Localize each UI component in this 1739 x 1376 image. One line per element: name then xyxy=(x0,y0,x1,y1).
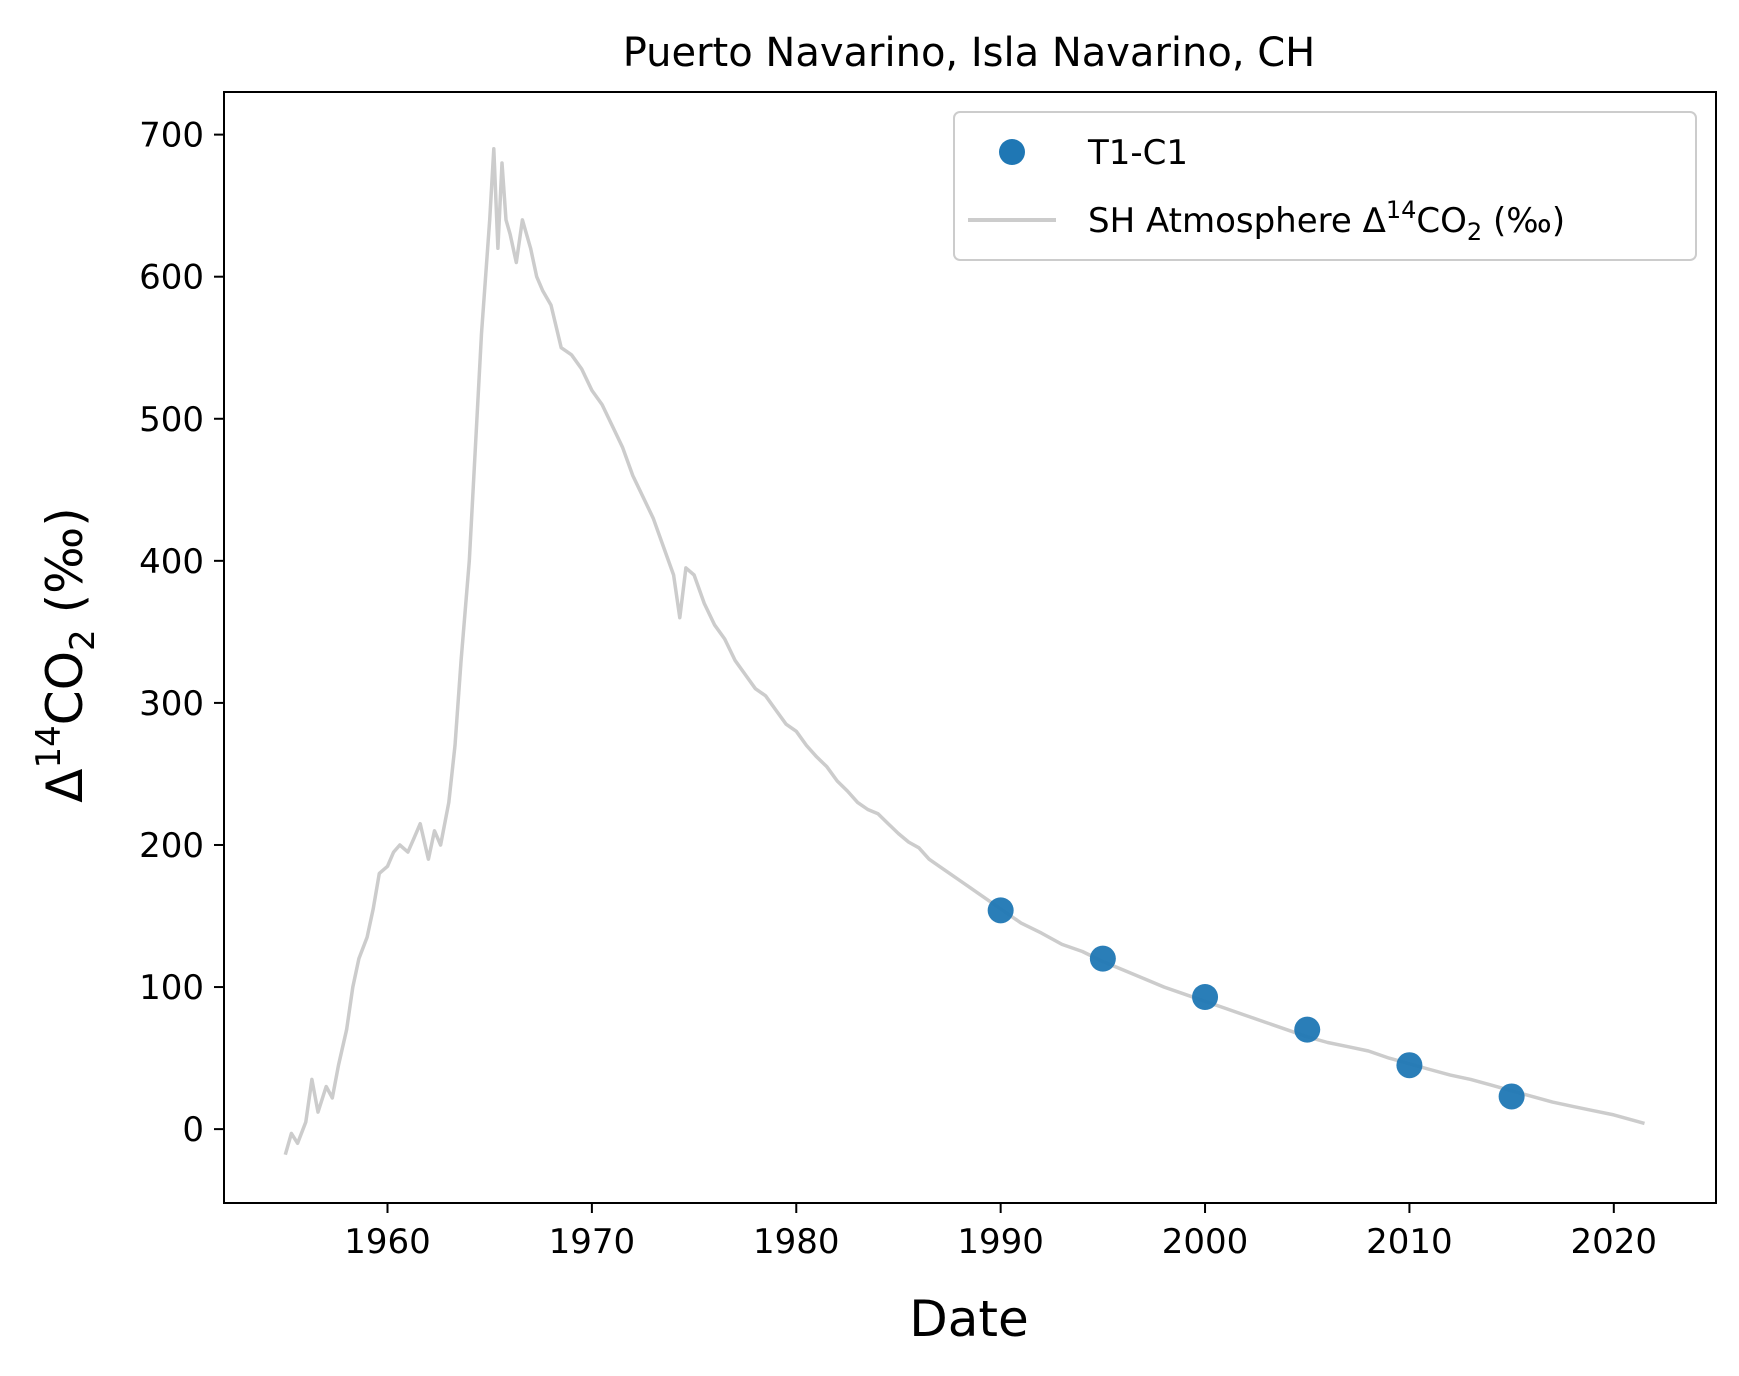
plot-area xyxy=(283,147,1645,1156)
x-tick-label: 1960 xyxy=(344,1222,431,1262)
y-tick-label: 600 xyxy=(139,258,204,298)
y-tick-label: 100 xyxy=(139,968,204,1008)
x-tick-label: 2010 xyxy=(1366,1222,1453,1262)
y-tick-label: 200 xyxy=(139,826,204,866)
series-line-sh-atmosphere xyxy=(283,147,1645,1156)
data-point-t1-c1 xyxy=(1498,1083,1525,1110)
y-axis: 0 100 200 300 400 500 600 700 xyxy=(139,116,224,1150)
y-axis-label: Δ14CO2 (‰) xyxy=(29,507,103,802)
y-tick-label: 300 xyxy=(139,684,204,724)
legend-marker-t1-c1 xyxy=(999,139,1025,165)
chart-title: Puerto Navarino, Isla Navarino, CH xyxy=(623,30,1316,76)
legend: T1-C1 SH Atmosphere Δ14CO2 (‰) xyxy=(953,111,1697,261)
x-axis-label: Date xyxy=(909,1290,1029,1348)
legend-label-sh-atmosphere: SH Atmosphere Δ14CO2 (‰) xyxy=(1088,196,1565,246)
legend-label-t1-c1: T1-C1 xyxy=(1087,133,1188,173)
data-point-t1-c1 xyxy=(1396,1052,1423,1079)
x-tick-label: 2020 xyxy=(1571,1222,1658,1262)
data-point-t1-c1 xyxy=(1294,1016,1321,1043)
plot-frame xyxy=(223,91,1717,1204)
x-axis: 1960 1970 1980 1990 2000 2010 2020 xyxy=(344,1203,1657,1262)
x-tick-label: 2000 xyxy=(1162,1222,1249,1262)
y-tick-label: 500 xyxy=(139,400,204,440)
y-tick-label: 0 xyxy=(182,1110,204,1150)
x-tick-label: 1980 xyxy=(753,1222,840,1262)
data-point-t1-c1 xyxy=(1089,945,1116,972)
x-tick-label: 1990 xyxy=(957,1222,1044,1262)
data-point-t1-c1 xyxy=(1192,983,1219,1010)
x-tick-label: 1970 xyxy=(549,1222,636,1262)
legend-box xyxy=(953,111,1697,261)
data-point-t1-c1 xyxy=(987,897,1014,924)
y-tick-label: 700 xyxy=(139,116,204,156)
y-tick-label: 400 xyxy=(139,542,204,582)
